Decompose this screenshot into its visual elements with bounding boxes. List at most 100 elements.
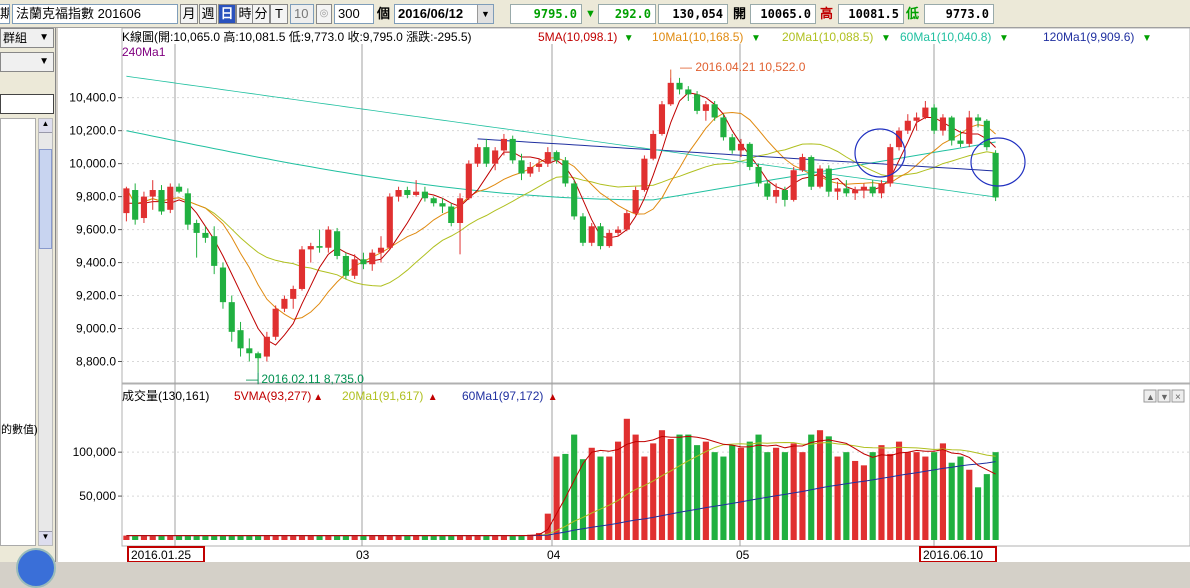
candle-body [465, 163, 472, 199]
period-button-0[interactable]: 月 [180, 4, 198, 24]
count-field[interactable]: 300 [334, 4, 374, 24]
scroll-thumb[interactable] [39, 149, 52, 249]
candle-body [456, 198, 464, 223]
volume-tick-label: 100,000 [73, 445, 117, 459]
volume-bar [931, 452, 938, 540]
ma240-line [126, 75, 996, 198]
period-button-5[interactable]: T [270, 4, 288, 24]
sidebar-list[interactable]: 的數值) [0, 118, 38, 546]
candle-body [439, 203, 446, 207]
period-button-2[interactable]: 日 [218, 4, 236, 24]
volume-bar [843, 452, 850, 540]
candle-body [527, 166, 534, 174]
candle-body [360, 259, 367, 265]
scroll-up-icon[interactable]: ▲ [39, 119, 52, 133]
candle-body [781, 190, 788, 200]
interval-spin-icon[interactable]: ◎ [316, 4, 332, 24]
sidebar-input[interactable] [0, 94, 54, 114]
annotation-circle [970, 137, 1026, 187]
date-value: 2016/06/12 [398, 6, 464, 21]
ma60-line [126, 130, 996, 201]
candle-body [535, 163, 543, 167]
count-unit: 個 [377, 6, 391, 21]
scroll-down-icon[interactable]: ▼ [39, 531, 52, 545]
volume-bar [913, 452, 920, 540]
x-axis-month-03: 03 [356, 548, 370, 562]
chart-marks [257, 69, 672, 385]
chevron-down-icon: ▼ [39, 56, 49, 67]
chevron-down-icon[interactable]: ▼ [477, 5, 493, 23]
volume-bar [158, 535, 165, 540]
interval-field[interactable]: 10 [290, 4, 314, 24]
price-tick-label: 9,600.0 [76, 223, 116, 237]
start-orb-icon[interactable] [16, 548, 56, 588]
volume-bar [887, 453, 894, 540]
volume-bar [369, 535, 376, 540]
ma-legend-arrow: ▼ [881, 33, 891, 44]
group-select[interactable]: 群組 ▼ [0, 28, 54, 48]
volume-bar [281, 535, 288, 540]
x-axis-month-04: 04 [547, 548, 561, 562]
candle-body [219, 267, 227, 303]
panel-up-button[interactable] [1143, 389, 1157, 403]
candle-body [140, 196, 148, 219]
candle-body [369, 252, 376, 265]
period-button-1[interactable]: 週 [199, 4, 217, 24]
volume-bar [781, 452, 788, 540]
candle-body [421, 191, 428, 199]
candle-body [562, 160, 569, 184]
volume-bar [211, 535, 218, 540]
volume-bar [974, 487, 982, 540]
price-tick-label: 9,000.0 [76, 322, 116, 336]
candle-body [474, 147, 481, 164]
candle-body [193, 223, 200, 233]
volume-ma-lines [126, 435, 996, 537]
volume-bar [860, 465, 867, 540]
volume-bar [413, 535, 420, 540]
candle-body [931, 107, 938, 131]
volume-bar [255, 535, 262, 540]
vma5-line [126, 435, 996, 537]
candle-body [325, 229, 332, 248]
ma-legend-label: 5MA(10,098.1) [538, 30, 617, 44]
volume-bar [193, 535, 200, 540]
ma240-label: 240Ma1 [122, 45, 166, 59]
volume-bar [948, 462, 955, 540]
ma-legend-arrow: ▼ [999, 33, 1009, 44]
candle-body [957, 140, 964, 144]
second-select[interactable]: ▼ [0, 52, 54, 72]
volume-bar [895, 441, 903, 540]
candle-body [887, 147, 894, 184]
ma-legend-label: 10Ma1(10,168.5) [652, 30, 743, 44]
period-button-4[interactable]: 分 [252, 4, 270, 24]
volume-bar [939, 443, 947, 540]
high-label: 高 [820, 6, 834, 21]
symbol-field[interactable]: 法蘭克福指數 201606 [12, 4, 178, 24]
volume-bar [439, 535, 446, 540]
candle-body [149, 190, 156, 197]
chart-svg: 8,800.0 9,000.0 9,200.0 9,400.0 9,600.0 9,800… [69, 27, 1190, 563]
candle-body [386, 196, 393, 248]
candle-body [175, 186, 183, 192]
candle-body [448, 206, 455, 223]
low-annotation: — 2016.02.11 8,735.0 [246, 372, 364, 386]
candle-body [579, 216, 587, 243]
ma20-line [125, 143, 996, 287]
volume-bar [632, 434, 639, 540]
candle-body [974, 117, 982, 121]
annotation-circle [854, 128, 906, 178]
candle-body [729, 137, 736, 151]
x-axis: 2016.01.25 2016.06.10 03 04 05 [127, 546, 997, 563]
panel-down-button[interactable] [1157, 389, 1171, 403]
candle-body [773, 190, 780, 197]
panel-close-button[interactable] [1171, 389, 1185, 403]
candle-body [658, 104, 666, 134]
date-field[interactable]: 2016/06/12 ▼ [394, 4, 494, 24]
candle-body [834, 188, 841, 192]
volume-bar [702, 441, 709, 540]
volume-bar [518, 535, 525, 540]
volume-bar [755, 434, 762, 540]
volume-legend-label: 60Ma1(97,172) [462, 389, 543, 403]
sidebar-scrollbar[interactable]: ▲ ▼ [38, 118, 53, 546]
volume-bar [509, 535, 516, 540]
